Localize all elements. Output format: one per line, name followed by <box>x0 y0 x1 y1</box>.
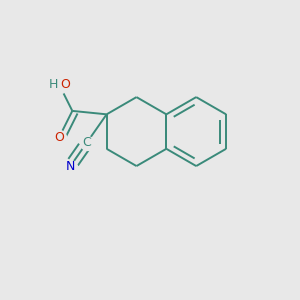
Text: H: H <box>48 78 58 91</box>
Text: O: O <box>61 78 70 91</box>
Text: N: N <box>65 160 75 173</box>
Text: O: O <box>54 130 64 144</box>
Text: C: C <box>82 136 91 149</box>
